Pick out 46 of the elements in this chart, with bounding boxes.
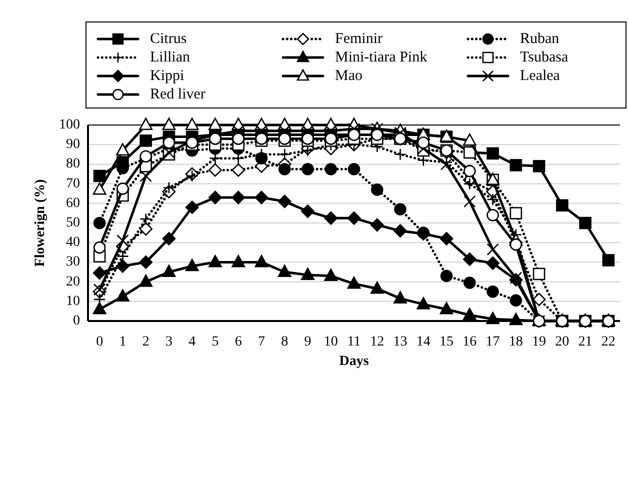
x-tick-label: 19 [532,334,546,350]
x-tick-label: 21 [578,334,592,350]
y-tick-label: 100 [59,118,80,132]
legend-label: Ruban [520,31,560,47]
y-axis-title: Flowerign (%) [33,178,48,267]
x-tick-label: 17 [486,334,500,350]
x-tick-label: 7 [258,334,265,350]
x-tick-label: 1 [119,334,126,350]
x-tick-label: 11 [347,334,361,350]
legend-label: Mao [335,68,362,84]
x-tick-label: 6 [234,334,242,350]
y-tick-label: 50 [66,216,80,230]
x-tick-label: 10 [324,334,338,350]
legend-label: Mini-tiara Pink [335,50,428,66]
legend-label: Red liver [150,86,206,102]
x-tick-label: 22 [601,334,616,350]
legend-label: Feminir [335,31,382,47]
legend-label: Lillian [150,50,190,66]
x-tick-label: 12 [370,334,384,350]
x-tick-label: 20 [555,334,570,350]
x-tick-label: 0 [96,334,104,350]
legend-label: Lealea [520,68,560,84]
legend-label: Tsubasa [520,50,568,66]
x-tick-label: 4 [188,334,196,350]
y-tick-label: 60 [66,196,80,211]
y-tick-label: 0 [73,314,80,328]
x-tick-label: 15 [440,334,454,350]
y-tick-label: 70 [66,176,80,192]
x-tick-label: 9 [304,334,312,350]
x-tick-label: 14 [416,334,430,350]
x-axis-title: Days [339,354,370,369]
y-tick-label: 40 [66,235,80,250]
legend-label: Citrus [150,31,187,47]
x-tick-label: 3 [165,334,172,350]
x-tick-label: 16 [462,334,477,350]
y-tick-label: 90 [66,137,80,152]
x-tick-label: 13 [393,334,408,350]
y-tick-label: 30 [66,254,80,270]
y-tick-label: 80 [66,156,80,172]
x-tick-label: 8 [281,334,288,350]
x-tick-label: 5 [212,334,219,350]
x-tick-label: 2 [142,334,150,350]
y-tick-label: 20 [66,274,80,290]
x-tick-label: 18 [508,334,523,350]
y-tick-label: 10 [66,294,80,309]
legend-label: Kippi [150,68,184,84]
